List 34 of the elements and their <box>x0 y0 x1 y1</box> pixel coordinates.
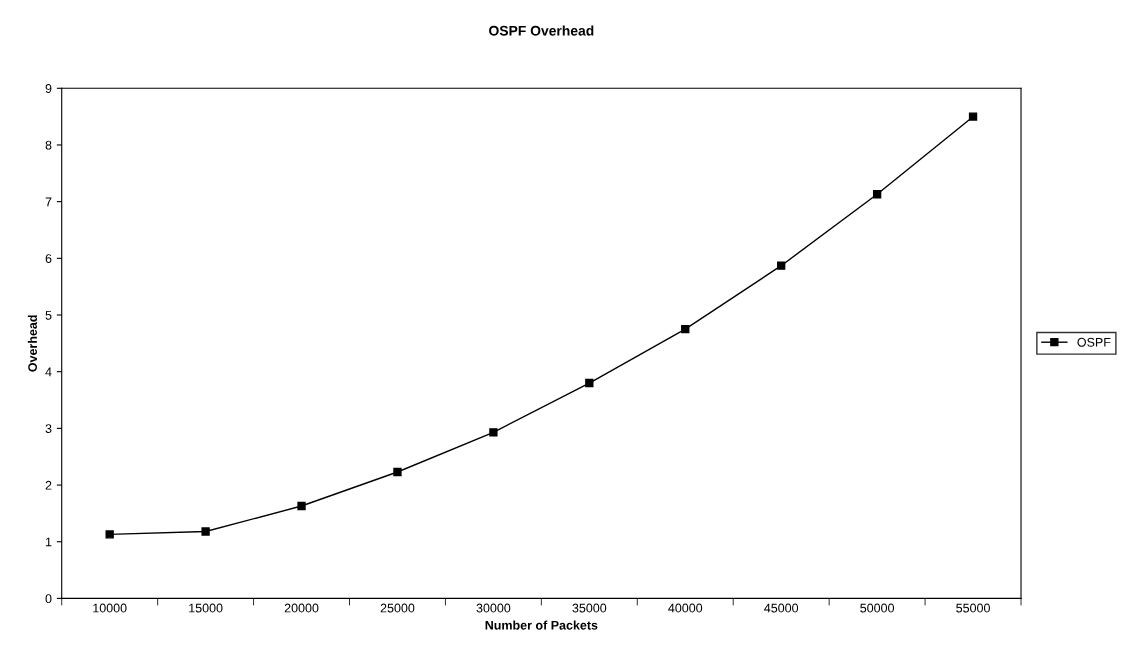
x-tick-label: 50000 <box>860 603 895 613</box>
y-tick-label: 7 <box>45 197 52 207</box>
y-tick-label: 8 <box>45 140 52 150</box>
point <box>585 378 594 388</box>
x-tick-label: 30000 <box>476 603 511 613</box>
x-tick-label: 40000 <box>668 603 703 613</box>
point <box>105 530 114 539</box>
y-tick-label: 4 <box>45 367 52 377</box>
x-tick-label: 25000 <box>380 603 415 613</box>
x-tick-label: 35000 <box>572 603 607 613</box>
y-tick-label: 3 <box>45 424 52 434</box>
x-tick-label: 10000 <box>93 603 127 613</box>
y-tick-label: 0 <box>45 594 52 604</box>
chart-title: OSPF Overhead <box>489 25 594 36</box>
x-tick-label: 20000 <box>284 603 319 613</box>
point <box>777 261 786 270</box>
point <box>968 112 978 121</box>
y-axis-title: Overhead <box>27 315 38 372</box>
point <box>393 467 402 477</box>
y-tick-label: 9 <box>45 84 52 93</box>
legend-label: OSPF <box>1077 337 1111 347</box>
point <box>297 501 306 511</box>
point <box>489 428 498 437</box>
x-tick-label: 55000 <box>956 603 990 613</box>
x-tick-label: 45000 <box>764 603 799 613</box>
y-tick-label: 2 <box>45 480 52 490</box>
y-tick-label: 5 <box>45 310 52 320</box>
point <box>681 325 690 334</box>
y-tick-label: 6 <box>45 254 52 263</box>
point <box>201 527 210 536</box>
x-axis-title: Number of Packets <box>485 620 598 630</box>
point <box>872 190 882 199</box>
x-tick-label: 15000 <box>189 603 223 613</box>
y-tick-label: 1 <box>45 537 52 547</box>
